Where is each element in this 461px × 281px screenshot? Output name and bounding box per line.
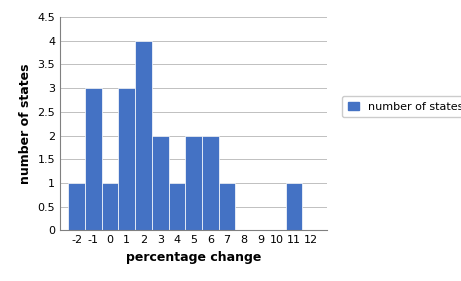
Bar	[68, 183, 85, 230]
Bar	[85, 88, 102, 230]
X-axis label: percentage change: percentage change	[126, 251, 261, 264]
Bar	[185, 135, 202, 230]
Bar	[118, 88, 135, 230]
Bar	[219, 183, 236, 230]
Bar	[135, 40, 152, 230]
Legend: number of states: number of states	[342, 96, 461, 117]
Bar	[169, 183, 185, 230]
Bar	[202, 135, 219, 230]
Bar	[285, 183, 302, 230]
Bar	[102, 183, 118, 230]
Y-axis label: number of states: number of states	[19, 64, 32, 184]
Bar	[152, 135, 169, 230]
